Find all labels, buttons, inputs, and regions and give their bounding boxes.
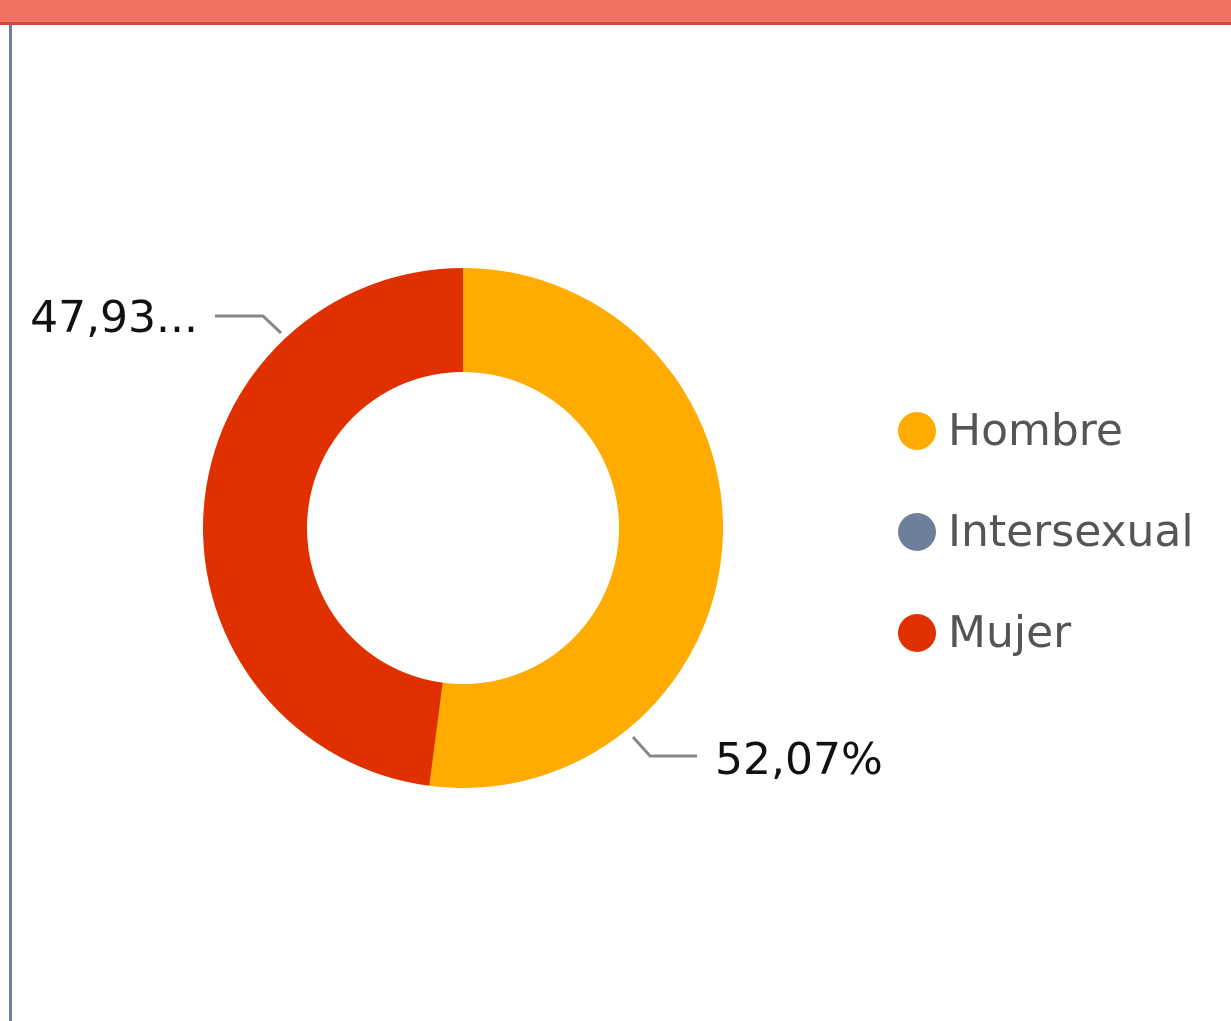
header-bar xyxy=(0,0,1231,23)
data-label: 52,07% xyxy=(715,734,883,785)
donut-slice xyxy=(202,268,464,786)
legend-label[interactable]: Hombre xyxy=(948,405,1123,456)
donut-slice xyxy=(429,268,723,788)
legend-swatch[interactable] xyxy=(898,513,936,551)
legend-swatch[interactable] xyxy=(898,412,936,450)
legend-label[interactable]: Mujer xyxy=(948,607,1072,658)
data-label: 47,93... xyxy=(30,292,198,343)
leader-line xyxy=(631,735,697,758)
left-border xyxy=(9,25,12,1021)
legend-label[interactable]: Intersexual xyxy=(948,506,1194,557)
chart: 52,07% 47,93... Hombre Intersexual Mujer xyxy=(30,268,1194,788)
legend-swatch[interactable] xyxy=(898,614,936,652)
leader-line xyxy=(215,314,283,335)
header-border xyxy=(0,22,1231,25)
